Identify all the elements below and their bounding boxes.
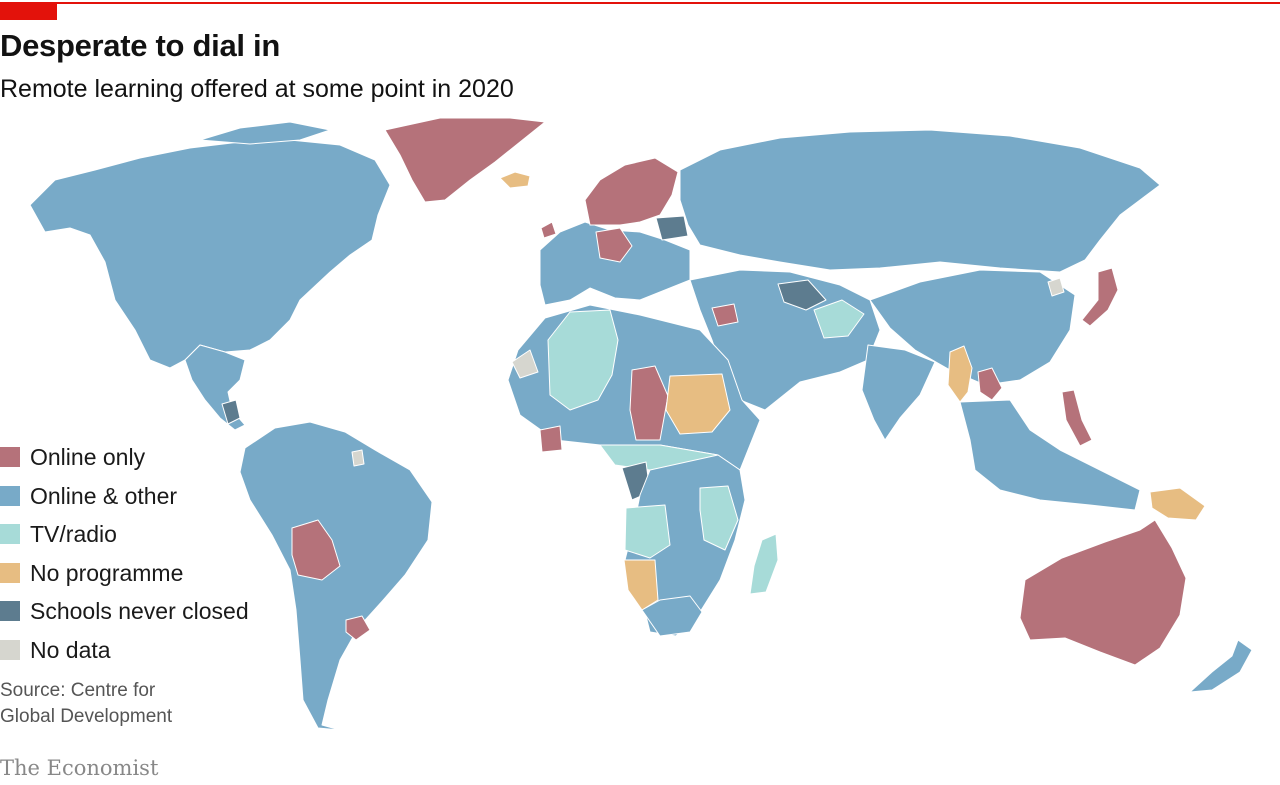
region-uruguay	[345, 615, 371, 641]
region-laos	[977, 367, 1003, 401]
region-greenland	[384, 117, 546, 203]
legend-label: No data	[30, 636, 111, 663]
region-china	[869, 269, 1076, 386]
region-north-america	[199, 121, 331, 145]
chart-subtitle: Remote learning offered at some point in…	[0, 75, 514, 103]
region-indonesia	[959, 399, 1141, 511]
region-tanzania	[699, 485, 739, 551]
region-new-zealand	[1189, 639, 1253, 693]
legend-swatch	[0, 601, 20, 621]
region-north-korea	[1047, 277, 1065, 297]
region-ivory-coast	[539, 425, 563, 453]
region-bolivia	[291, 519, 341, 581]
region-myanmar	[947, 345, 973, 403]
region-belarus	[655, 215, 689, 241]
region-iceland	[499, 171, 531, 189]
region-sudan	[665, 373, 731, 435]
region-papua-new-guinea	[1149, 487, 1206, 521]
legend-label: Online only	[30, 444, 146, 470]
region-north-america	[29, 139, 391, 369]
legend-label: Online & other	[30, 482, 178, 509]
region-scandinavia	[584, 157, 679, 226]
region-french-guiana	[351, 449, 365, 467]
chart-title: Desperate to dial in	[0, 28, 280, 63]
region-philippines	[1061, 389, 1093, 447]
region-angola-zambia	[624, 504, 671, 559]
region-nicaragua	[221, 399, 241, 425]
world-map	[29, 117, 1253, 731]
legend-swatch	[0, 524, 20, 544]
region-western-sahara	[511, 349, 539, 379]
red-tab	[0, 2, 57, 20]
region-south-america	[239, 421, 433, 731]
region-turkmenistan	[777, 279, 827, 311]
top-rule	[0, 2, 1280, 4]
legend-swatch	[0, 562, 20, 583]
region-western-europe	[539, 221, 691, 306]
region-madagascar	[749, 533, 779, 595]
region-algeria-mali	[547, 309, 619, 411]
region-australia	[1019, 519, 1187, 666]
legend-label: Schools never closed	[30, 598, 249, 624]
region-india	[861, 344, 936, 441]
region-germany	[595, 227, 633, 263]
region-chad	[629, 365, 669, 441]
region-afghanistan	[813, 299, 865, 339]
region-japan	[1081, 267, 1119, 327]
brand-logo: The Economist	[0, 756, 159, 780]
legend-label: No programme	[30, 559, 184, 586]
legend-label: TV/radio	[30, 521, 117, 547]
region-syria	[711, 303, 739, 327]
legend-swatch	[0, 639, 20, 660]
region-ireland	[540, 221, 557, 239]
legend-swatch	[0, 447, 20, 467]
region-namibia	[623, 559, 659, 611]
legend-swatch	[0, 485, 20, 506]
region-southern-africa	[641, 595, 703, 637]
source-note: Source: Centre for Global Development	[0, 680, 173, 727]
region-russia	[679, 129, 1161, 273]
